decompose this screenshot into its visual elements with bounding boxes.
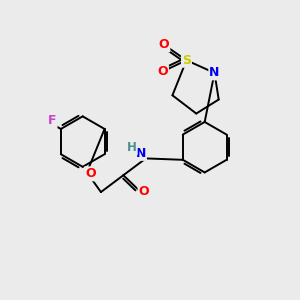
Text: O: O xyxy=(159,38,169,51)
Text: O: O xyxy=(157,65,168,78)
Text: N: N xyxy=(209,66,220,80)
Text: H: H xyxy=(127,141,137,154)
Text: O: O xyxy=(139,185,149,198)
Text: O: O xyxy=(85,167,96,180)
Text: N: N xyxy=(136,147,146,160)
Text: S: S xyxy=(182,54,191,67)
Text: F: F xyxy=(48,114,57,127)
